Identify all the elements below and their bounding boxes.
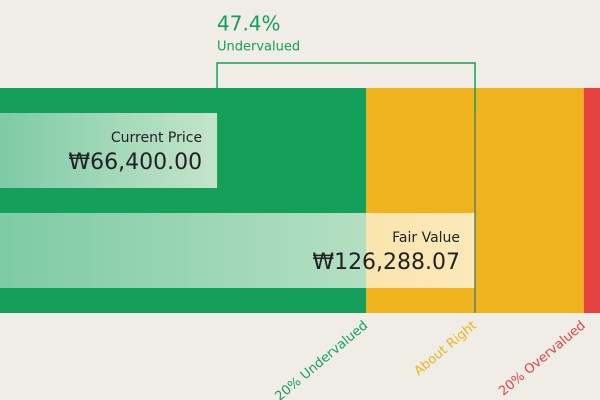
bar-value: ₩66,400.00 bbox=[68, 150, 202, 175]
bar bbox=[0, 213, 476, 288]
zone bbox=[583, 88, 600, 313]
bar-name: Fair Value bbox=[392, 230, 460, 246]
difference-text: Undervalued bbox=[217, 40, 300, 55]
bar bbox=[0, 113, 218, 188]
zone-label: 20% Undervalued bbox=[272, 318, 371, 400]
bar-value: ₩126,288.07 bbox=[312, 250, 460, 275]
zone-label: About Right bbox=[411, 318, 479, 379]
difference: 47.4% bbox=[217, 12, 281, 36]
bar-name: Current Price bbox=[111, 130, 202, 146]
zone-label: 20% Overvalued bbox=[496, 318, 588, 399]
